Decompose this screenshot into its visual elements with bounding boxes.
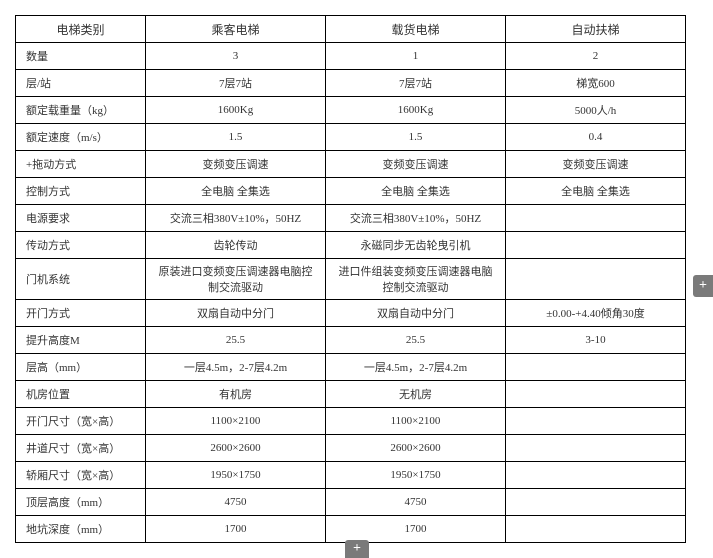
row-escalator-value <box>506 489 686 516</box>
row-passenger-value: 一层4.5m，2-7层4.2m <box>146 354 326 381</box>
row-passenger-value: 1600Kg <box>146 97 326 124</box>
row-passenger-value: 双扇自动中分门 <box>146 300 326 327</box>
row-label: 顶层高度（mm） <box>16 489 146 516</box>
header-escalator: 自动扶梯 <box>506 16 686 43</box>
row-escalator-value: 5000人/h <box>506 97 686 124</box>
table-header-row: 电梯类别 乘客电梯 载货电梯 自动扶梯 <box>16 16 686 43</box>
row-escalator-value <box>506 205 686 232</box>
table-row: 提升高度M25.525.53-10 <box>16 327 686 354</box>
row-label: 额定载重量（kg） <box>16 97 146 124</box>
row-label: 轿厢尺寸（宽×高） <box>16 462 146 489</box>
row-escalator-value: 3-10 <box>506 327 686 354</box>
row-label: 电源要求 <box>16 205 146 232</box>
table-row: 顶层高度（mm）47504750 <box>16 489 686 516</box>
row-freight-value: 25.5 <box>326 327 506 354</box>
row-freight-value: 一层4.5m，2-7层4.2m <box>326 354 506 381</box>
row-passenger-value: 1700 <box>146 516 326 543</box>
row-label: 数量 <box>16 43 146 70</box>
row-escalator-value: 变频变压调速 <box>506 151 686 178</box>
row-passenger-value: 全电脑 全集选 <box>146 178 326 205</box>
row-freight-value: 双扇自动中分门 <box>326 300 506 327</box>
row-escalator-value: 2 <box>506 43 686 70</box>
expand-right-button[interactable]: + <box>693 275 713 297</box>
row-freight-value: 变频变压调速 <box>326 151 506 178</box>
table-row: 传动方式齿轮传动永磁同步无齿轮曳引机 <box>16 232 686 259</box>
row-freight-value: 1600Kg <box>326 97 506 124</box>
row-escalator-value: 全电脑 全集选 <box>506 178 686 205</box>
row-escalator-value <box>506 381 686 408</box>
row-label: +拖动方式 <box>16 151 146 178</box>
table-row: 控制方式全电脑 全集选全电脑 全集选全电脑 全集选 <box>16 178 686 205</box>
row-freight-value: 1100×2100 <box>326 408 506 435</box>
row-escalator-value <box>506 435 686 462</box>
row-freight-value: 1 <box>326 43 506 70</box>
table-row: 额定速度（m/s）1.51.50.4 <box>16 124 686 151</box>
row-freight-value: 1950×1750 <box>326 462 506 489</box>
table-row: 电源要求交流三相380V±10%，50HZ交流三相380V±10%，50HZ <box>16 205 686 232</box>
row-escalator-value <box>506 462 686 489</box>
row-label: 井道尺寸（宽×高） <box>16 435 146 462</box>
row-label: 地坑深度（mm） <box>16 516 146 543</box>
row-label: 控制方式 <box>16 178 146 205</box>
row-freight-value: 7层7站 <box>326 70 506 97</box>
row-label: 提升高度M <box>16 327 146 354</box>
row-escalator-value <box>506 516 686 543</box>
table-row: 机房位置有机房无机房 <box>16 381 686 408</box>
row-passenger-value: 原装进口变频变压调速器电脑控制交流驱动 <box>146 259 326 300</box>
table-row: 数量312 <box>16 43 686 70</box>
row-label: 门机系统 <box>16 259 146 300</box>
header-category: 电梯类别 <box>16 16 146 43</box>
row-label: 传动方式 <box>16 232 146 259</box>
row-passenger-value: 2600×2600 <box>146 435 326 462</box>
row-passenger-value: 7层7站 <box>146 70 326 97</box>
table-row: 层/站7层7站7层7站梯宽600 <box>16 70 686 97</box>
row-escalator-value <box>506 408 686 435</box>
row-freight-value: 全电脑 全集选 <box>326 178 506 205</box>
row-escalator-value: 梯宽600 <box>506 70 686 97</box>
row-freight-value: 2600×2600 <box>326 435 506 462</box>
row-label: 额定速度（m/s） <box>16 124 146 151</box>
row-passenger-value: 齿轮传动 <box>146 232 326 259</box>
elevator-spec-table: 电梯类别 乘客电梯 载货电梯 自动扶梯 数量312层/站7层7站7层7站梯宽60… <box>15 15 686 543</box>
row-passenger-value: 变频变压调速 <box>146 151 326 178</box>
table-row: 门机系统原装进口变频变压调速器电脑控制交流驱动进口件组装变频变压调速器电脑控制交… <box>16 259 686 300</box>
table-row: +拖动方式变频变压调速变频变压调速变频变压调速 <box>16 151 686 178</box>
row-label: 机房位置 <box>16 381 146 408</box>
row-label: 开门方式 <box>16 300 146 327</box>
header-freight: 载货电梯 <box>326 16 506 43</box>
row-escalator-value <box>506 354 686 381</box>
row-label: 开门尺寸（宽×高） <box>16 408 146 435</box>
row-passenger-value: 1950×1750 <box>146 462 326 489</box>
row-freight-value: 永磁同步无齿轮曳引机 <box>326 232 506 259</box>
row-passenger-value: 有机房 <box>146 381 326 408</box>
row-freight-value: 无机房 <box>326 381 506 408</box>
row-escalator-value: 0.4 <box>506 124 686 151</box>
row-freight-value: 1.5 <box>326 124 506 151</box>
row-freight-value: 进口件组装变频变压调速器电脑控制交流驱动 <box>326 259 506 300</box>
table-row: 额定载重量（kg）1600Kg1600Kg5000人/h <box>16 97 686 124</box>
plus-icon: + <box>699 278 707 294</box>
row-passenger-value: 4750 <box>146 489 326 516</box>
row-label: 层/站 <box>16 70 146 97</box>
header-passenger: 乘客电梯 <box>146 16 326 43</box>
table-row: 开门方式双扇自动中分门双扇自动中分门±0.00-+4.40倾角30度 <box>16 300 686 327</box>
row-passenger-value: 1100×2100 <box>146 408 326 435</box>
table-row: 井道尺寸（宽×高）2600×26002600×2600 <box>16 435 686 462</box>
row-freight-value: 4750 <box>326 489 506 516</box>
row-freight-value: 交流三相380V±10%，50HZ <box>326 205 506 232</box>
table-row: 层高（mm）一层4.5m，2-7层4.2m一层4.5m，2-7层4.2m <box>16 354 686 381</box>
expand-bottom-button[interactable]: + <box>345 540 369 558</box>
row-freight-value: 1700 <box>326 516 506 543</box>
row-passenger-value: 交流三相380V±10%，50HZ <box>146 205 326 232</box>
table-row: 开门尺寸（宽×高）1100×21001100×2100 <box>16 408 686 435</box>
row-passenger-value: 1.5 <box>146 124 326 151</box>
row-escalator-value: ±0.00-+4.40倾角30度 <box>506 300 686 327</box>
row-passenger-value: 3 <box>146 43 326 70</box>
row-escalator-value <box>506 259 686 300</box>
row-escalator-value <box>506 232 686 259</box>
table-row: 轿厢尺寸（宽×高）1950×17501950×1750 <box>16 462 686 489</box>
row-label: 层高（mm） <box>16 354 146 381</box>
row-passenger-value: 25.5 <box>146 327 326 354</box>
table-row: 地坑深度（mm）17001700 <box>16 516 686 543</box>
